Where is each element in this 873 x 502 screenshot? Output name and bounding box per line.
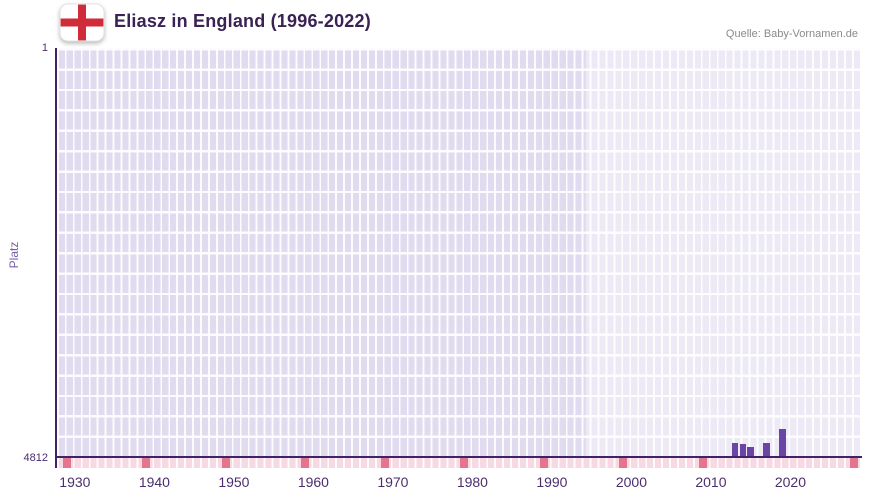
bottom-strip xyxy=(57,458,860,468)
bar-2014 xyxy=(739,443,746,456)
bar-2017 xyxy=(763,442,770,456)
x-tick-label-1970: 1970 xyxy=(377,474,409,490)
plot-area xyxy=(57,48,860,456)
strip-marker-1989 xyxy=(539,458,548,468)
x-tick-label-1940: 1940 xyxy=(138,474,170,490)
x-tick-label-1950: 1950 xyxy=(218,474,250,490)
x-tick-label-2000: 2000 xyxy=(615,474,647,490)
x-tick-label-1980: 1980 xyxy=(456,474,488,490)
strip-marker-1979 xyxy=(460,458,469,468)
bar-2015 xyxy=(747,446,754,456)
bars-layer xyxy=(57,48,860,456)
strip-marker-1959 xyxy=(301,458,310,468)
page-title: Eliasz in England (1996-2022) xyxy=(114,11,371,31)
bottom-axis-line xyxy=(55,456,862,458)
x-tick-label-1960: 1960 xyxy=(297,474,329,490)
bar-2019 xyxy=(779,429,786,456)
x-axis-ticks: 1930 1940 1950 1960 1970 1980 1990 2000 2010 2020 xyxy=(57,474,860,496)
left-axis-line xyxy=(55,48,57,468)
highlight-region xyxy=(586,48,860,456)
x-tick-label-1990: 1990 xyxy=(536,474,568,490)
strip-marker-1949 xyxy=(221,458,230,468)
x-tick-label-2010: 2010 xyxy=(695,474,727,490)
strip-marker-1939 xyxy=(142,458,151,468)
x-tick-label-1930: 1930 xyxy=(59,474,91,490)
england-flag-icon xyxy=(59,3,105,43)
strip-marker-2009 xyxy=(698,458,707,468)
y-axis-max-label: 1 xyxy=(41,42,48,54)
y-axis-min-label: 4812 xyxy=(23,452,48,464)
grid-background xyxy=(57,48,860,456)
strip-marker-1999 xyxy=(619,458,628,468)
strip-marker-1929 xyxy=(62,458,71,468)
y-axis-title: Platz xyxy=(7,241,21,269)
x-tick-label-2020: 2020 xyxy=(774,474,806,490)
source-credit: Quelle: Baby-Vornamen.de xyxy=(725,28,858,40)
strip-marker-1969 xyxy=(380,458,389,468)
bar-2013 xyxy=(731,443,738,456)
strip-marker-2028 xyxy=(850,458,859,468)
